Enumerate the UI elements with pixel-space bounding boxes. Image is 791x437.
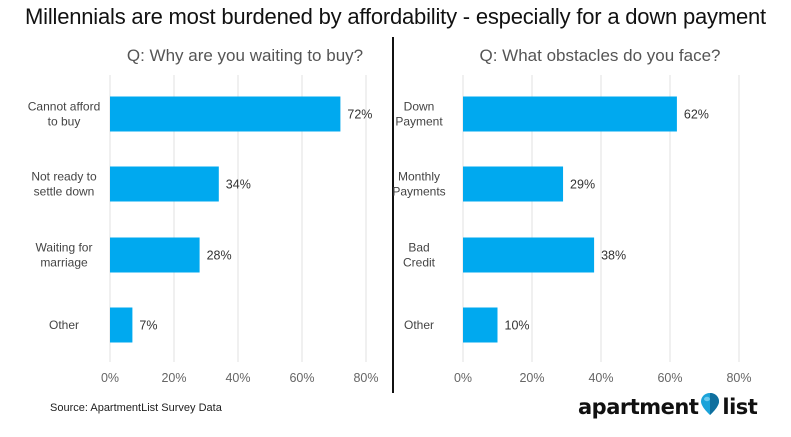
bar-value-label: 38% [601, 249, 626, 263]
x-tick-label: 60% [657, 371, 682, 385]
category-label: Bad Credit [403, 241, 436, 270]
right-chart-subtitle: Q: What obstacles do you face? [479, 46, 721, 65]
bar-value-label: 29% [570, 178, 595, 192]
x-tick-label: 0% [101, 371, 119, 385]
bar [110, 237, 200, 273]
bar-value-label: 72% [347, 108, 372, 122]
bar-value-label: 28% [207, 249, 232, 263]
left-bar-chart: 0% 20% 40% 60% 80% 72% Cannot afford to buy 34% N… [28, 75, 379, 385]
category-label: Down Payment [395, 100, 443, 129]
bar-value-label: 7% [139, 319, 157, 333]
category-label: Cannot afford to buy [28, 100, 101, 129]
category-label: Monthly Payments [392, 170, 445, 199]
x-tick-label: 40% [225, 371, 250, 385]
logo-text-left: apartment [578, 394, 699, 419]
x-tick-label: 20% [519, 371, 544, 385]
bar-value-label: 34% [226, 178, 251, 192]
x-tick-label: 60% [289, 371, 314, 385]
category-label: Other [404, 318, 434, 332]
x-tick-label: 20% [161, 371, 186, 385]
bar [463, 307, 498, 343]
x-tick-label: 80% [726, 371, 751, 385]
x-tick-label: 40% [588, 371, 613, 385]
logo-text-right: list [722, 394, 758, 419]
chart-title: Millennials are most burdened by afforda… [25, 4, 766, 29]
source-note: Source: ApartmentList Survey Data [50, 402, 222, 414]
category-label: Not ready to settle down [31, 170, 97, 199]
apartment-list-logo: apartment list [578, 392, 758, 421]
bar [463, 166, 564, 202]
bar [110, 307, 133, 343]
bar-value-label: 10% [505, 319, 530, 333]
bar-value-label: 62% [684, 108, 709, 122]
category-label: Other [49, 318, 79, 332]
bar [463, 237, 595, 273]
right-bar-chart: 0% 20% 40% 60% 80% 62% Down Payment 29% Monthly Pa… [392, 75, 752, 385]
bar [110, 96, 341, 132]
map-pin-icon [700, 392, 720, 421]
bar [110, 166, 219, 202]
category-label: Waiting for marriage [36, 241, 93, 270]
bar [463, 96, 677, 132]
left-chart-subtitle: Q: Why are you waiting to buy? [126, 46, 364, 65]
x-tick-label: 80% [353, 371, 378, 385]
panel-divider [392, 37, 394, 393]
x-tick-label: 0% [454, 371, 472, 385]
